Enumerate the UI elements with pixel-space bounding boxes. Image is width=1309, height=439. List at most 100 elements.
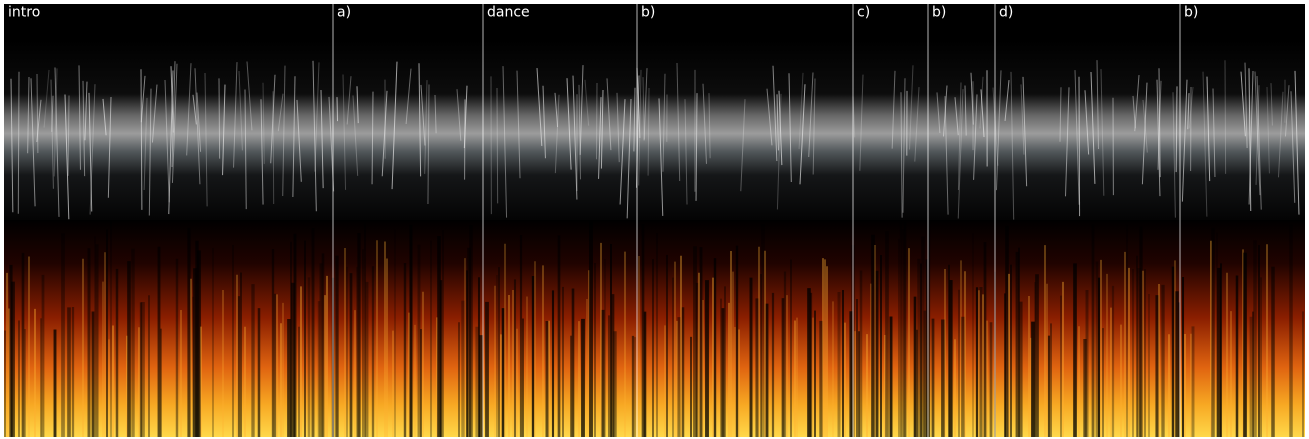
motion-streak [1202,71,1208,217]
motion-streak [1100,69,1105,196]
motion-streak [277,93,284,132]
motion-streak [1022,76,1028,187]
motion-streak [1206,76,1211,182]
section-label: intro [8,5,40,21]
motion-streak [1156,79,1161,197]
motion-streak [647,88,650,176]
motion-streak [371,91,374,185]
motion-streak [53,68,58,177]
motion-streak [708,93,711,159]
motion-streak [314,62,320,172]
motion-streak [186,63,192,156]
motion-streak [496,87,499,204]
motion-streak [980,89,985,138]
motion-streak [1266,86,1270,174]
motion-streak [427,84,430,205]
motion-streak [434,94,437,134]
motion-streak [542,85,546,159]
motion-streak [1010,71,1015,220]
motion-streak [1187,93,1190,130]
motion-streak [502,66,508,218]
motion-streak [1175,86,1178,173]
motion-streak [418,63,422,177]
section-label: a) [337,5,351,21]
motion-streak [584,79,590,126]
motion-streak [900,92,903,218]
motion-streak [336,97,339,122]
motion-streak [778,90,783,166]
motion-streak [54,67,60,217]
motion-streak [695,93,698,201]
motion-streak [352,95,359,176]
motion-streak [579,65,584,155]
motion-streak [282,65,286,197]
motion-streak [89,84,96,215]
labels: intro a) dance b) c) b) d) b) [8,5,1198,21]
motion-streak [1064,87,1070,197]
motion-streak [973,94,978,180]
motion-streak [102,98,107,136]
motion-streak [107,96,112,198]
motion-streak [1158,68,1161,178]
motion-streak [658,98,664,216]
section-label: dance [487,5,530,21]
motion-streak [600,90,604,169]
motion-streak [909,65,914,150]
motion-streak [944,96,949,215]
motion-streak [1132,95,1136,129]
motion-streak [320,89,324,189]
motion-streak [766,88,773,146]
motion-streak [463,85,468,149]
motion-streak [638,69,642,186]
motion-streak [684,99,688,205]
motion-streak [171,63,178,183]
motion-streak [1256,76,1262,210]
motion-streak [43,69,50,128]
motion-streak [808,72,814,158]
motion-streak [616,92,620,163]
motion-streak [1181,79,1188,202]
motion-streak [391,61,398,190]
motion-streak [964,85,967,136]
motion-streak [1020,84,1025,155]
motion-streak [1074,70,1080,205]
motion-streak [740,99,746,192]
motion-streak [619,99,626,205]
motion-streak [516,70,521,179]
motion-streak [914,87,920,162]
motion-streak [1004,80,1010,121]
motion-streak [1134,74,1140,132]
motion-streak [595,83,598,160]
section-label: d) [999,5,1013,21]
spectrogram [4,220,1305,437]
motion-streak [995,70,1002,191]
motion-streak [799,84,806,185]
motion-streak [292,76,296,198]
motion-streak [578,84,581,180]
motion-streak [633,87,636,152]
motion-streak [1157,80,1162,170]
motion-streak [64,94,70,220]
motion-streak [143,97,148,190]
motion-streak [296,99,302,182]
motion-streak [954,97,959,136]
motion-streak [606,78,612,151]
section-label: b) [641,5,655,21]
motion-streak [788,73,792,182]
motion-streak [1096,60,1099,149]
motion-streak [204,72,208,207]
motion-streak [554,94,560,174]
motion-streak [17,71,20,214]
motion-streak [1244,62,1248,149]
motion-streak [812,78,816,175]
motion-streak [1188,86,1194,129]
motion-streak [1294,70,1300,215]
motion-streak [82,80,86,177]
dividers [332,4,1181,437]
motion-streak [1255,85,1260,185]
motion-streak [536,68,543,146]
texture [4,60,1304,437]
motion-streak [67,95,70,176]
motion-streak [233,62,238,168]
